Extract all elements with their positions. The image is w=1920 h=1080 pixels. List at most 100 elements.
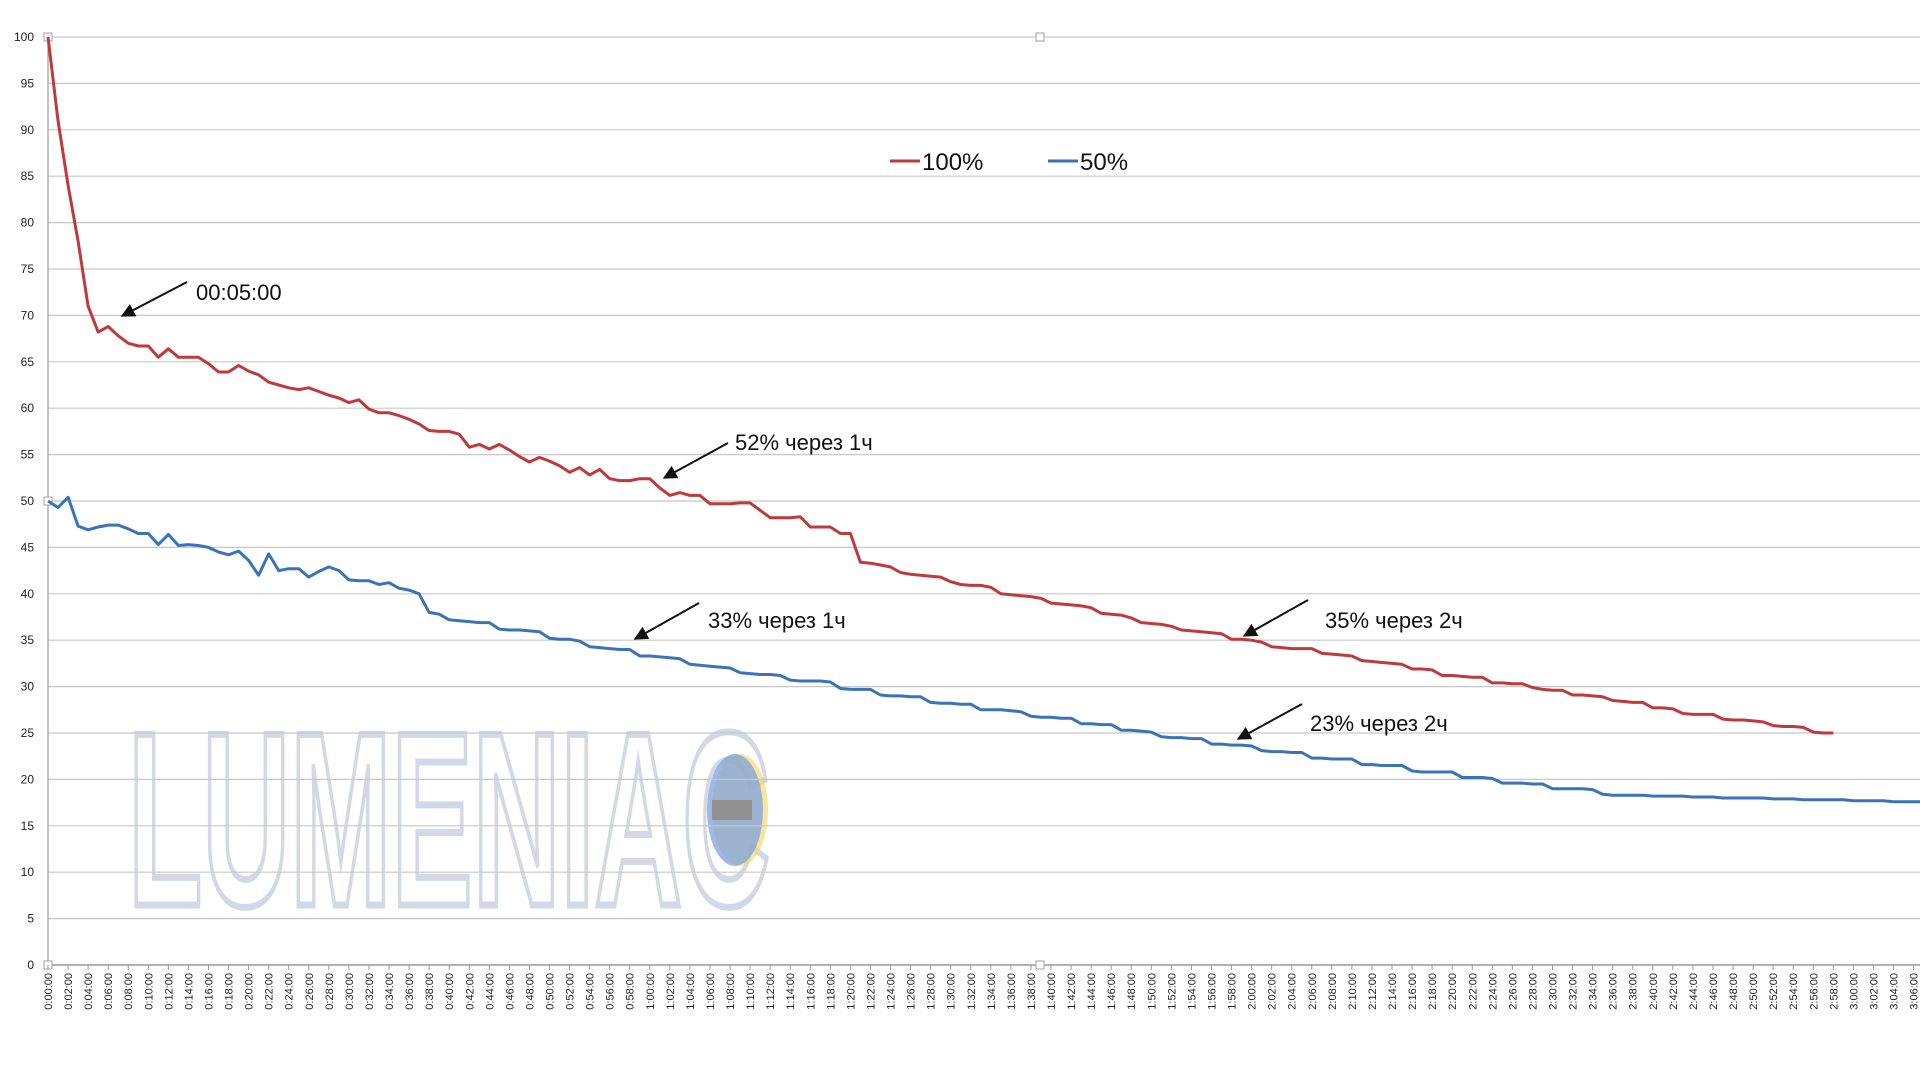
x-tick-label: 0:18:00 (224, 973, 236, 1010)
x-tick-label: 1:38:00 (1026, 973, 1038, 1010)
x-tick-label: 2:28:00 (1527, 973, 1539, 1010)
x-tick-label: 0:24:00 (284, 973, 296, 1010)
x-tick-label: 0:26:00 (304, 973, 316, 1010)
y-tick-label: 10 (21, 865, 35, 879)
x-tick-label: 1:02:00 (665, 973, 677, 1010)
x-tick-label: 2:22:00 (1467, 973, 1479, 1010)
x-tick-label: 1:40:00 (1046, 973, 1058, 1010)
annotation-arrow (1242, 599, 1309, 637)
x-tick-label: 2:58:00 (1828, 973, 1840, 1010)
x-tick-label: 2:48:00 (1728, 973, 1740, 1010)
x-tick-label: 2:00:00 (1247, 973, 1259, 1010)
x-tick-label: 3:04:00 (1889, 973, 1901, 1010)
selection-handle (1035, 960, 1045, 970)
x-tick-label: 2:06:00 (1307, 973, 1319, 1010)
series-line-1 (47, 495, 1920, 804)
x-tick-label: 3:02:00 (1868, 973, 1880, 1010)
watermark-lamp-body (712, 800, 752, 820)
x-tick-label: 0:46:00 (504, 973, 516, 1010)
x-tick-label: 1:12:00 (765, 973, 777, 1010)
x-tick-label: 0:12:00 (163, 973, 175, 1010)
x-tick-label: 1:24:00 (886, 973, 898, 1010)
x-tick-label: 1:50:00 (1146, 973, 1158, 1010)
y-tick-label: 35 (21, 633, 35, 647)
x-tick-label: 2:42:00 (1668, 973, 1680, 1010)
x-tick-label: 0:00:00 (43, 973, 55, 1010)
annotation-label: 35% через 2ч (1325, 608, 1463, 633)
x-tick-label: 1:54:00 (1186, 973, 1198, 1010)
x-tick-label: 1:10:00 (745, 973, 757, 1010)
x-tick-label: 0:36:00 (404, 973, 416, 1010)
x-tick-label: 1:44:00 (1086, 973, 1098, 1010)
x-tick-label: 0:10:00 (143, 973, 155, 1010)
x-tick-label: 0:40:00 (444, 973, 456, 1010)
x-tick-label: 0:16:00 (203, 973, 215, 1010)
x-tick-label: 2:34:00 (1588, 973, 1600, 1010)
x-tick-label: 1:00:00 (645, 973, 657, 1010)
y-tick-label: 80 (21, 216, 35, 230)
x-tick-label: 1:30:00 (946, 973, 958, 1010)
y-tick-label: 30 (21, 680, 35, 694)
x-tick-label: 2:10:00 (1347, 973, 1359, 1010)
x-tick-label: 1:14:00 (785, 973, 797, 1010)
x-tick-label: 0:04:00 (83, 973, 95, 1010)
x-tick-label: 3:06:00 (1909, 973, 1920, 1010)
x-tick-label: 2:14:00 (1387, 973, 1399, 1010)
gridlines (48, 36, 1920, 966)
x-tick-label: 1:48:00 (1126, 973, 1138, 1010)
x-tick-label: 2:12:00 (1367, 973, 1379, 1010)
x-tick-label: 0:54:00 (585, 973, 597, 1010)
x-tick-label: 0:38:00 (424, 973, 436, 1010)
x-tick-label: 1:16:00 (805, 973, 817, 1010)
axes: 0 5 10 15 20 25 30 35 40 45 50 55 60 65 70 75 80 85 90 95 10… (14, 30, 1920, 1010)
x-tick-label: 0:22:00 (264, 973, 276, 1010)
x-tick-label: 1:42:00 (1066, 973, 1078, 1010)
annotation-label: 52% через 1ч (735, 430, 873, 455)
x-tick-label: 2:54:00 (1788, 973, 1800, 1010)
x-tick-label: 0:20:00 (244, 973, 256, 1010)
x-tick-label: 2:04:00 (1287, 973, 1299, 1010)
x-tick-label: 2:24:00 (1487, 973, 1499, 1010)
x-tick-label: 2:30:00 (1548, 973, 1560, 1010)
series-line-0 (46, 36, 1834, 735)
x-tick-label: 1:18:00 (825, 973, 837, 1010)
y-tick-label: 50 (21, 494, 35, 508)
x-tick-label: 1:36:00 (1006, 973, 1018, 1010)
annotations: 00:05:00 52% через 1ч 33% через 1ч 35% чере… (120, 280, 1463, 740)
x-tick-label: 1:28:00 (926, 973, 938, 1010)
x-tick-label: 1:52:00 (1166, 973, 1178, 1010)
y-tick-label: 95 (21, 76, 35, 90)
x-tick-label: 1:08:00 (725, 973, 737, 1010)
x-tick-label: 1:20:00 (845, 973, 857, 1010)
y-tick-label: 25 (21, 726, 35, 740)
y-tick-label: 70 (21, 308, 35, 322)
series-lines (46, 36, 1920, 804)
y-tick-label: 15 (21, 819, 35, 833)
x-tick-label: 1:04:00 (685, 973, 697, 1010)
legend-label: 100% (922, 149, 983, 176)
y-tick-label: 65 (21, 355, 35, 369)
x-tick-label: 0:58:00 (625, 973, 637, 1010)
watermark-text: LUMENIAC (128, 680, 770, 958)
x-tick-label: 0:42:00 (464, 973, 476, 1010)
y-tick-label: 0 (27, 958, 34, 972)
x-tick-label: 2:26:00 (1507, 973, 1519, 1010)
legend-label: 50% (1080, 149, 1128, 176)
x-tick-label: 0:32:00 (364, 973, 376, 1010)
y-tick-label: 55 (21, 448, 35, 462)
x-tick-label: 2:56:00 (1808, 973, 1820, 1010)
x-tick-label: 0:34:00 (384, 973, 396, 1010)
annotation-label: 33% через 1ч (708, 608, 846, 633)
x-tick-label: 0:50:00 (545, 973, 557, 1010)
x-tick-label: 2:08:00 (1327, 973, 1339, 1010)
x-tick-label: 2:02:00 (1267, 973, 1279, 1010)
x-tick-label: 1:06:00 (705, 973, 717, 1010)
annotation-arrow (1236, 703, 1303, 740)
x-tick-label: 1:56:00 (1206, 973, 1218, 1010)
x-tick-label: 1:46:00 (1106, 973, 1118, 1010)
x-tick-label: 2:36:00 (1608, 973, 1620, 1010)
annotation-arrow (633, 602, 700, 640)
annotation-arrow (662, 442, 729, 479)
y-tick-label: 90 (21, 123, 35, 137)
x-tick-label: 0:06:00 (103, 973, 115, 1010)
